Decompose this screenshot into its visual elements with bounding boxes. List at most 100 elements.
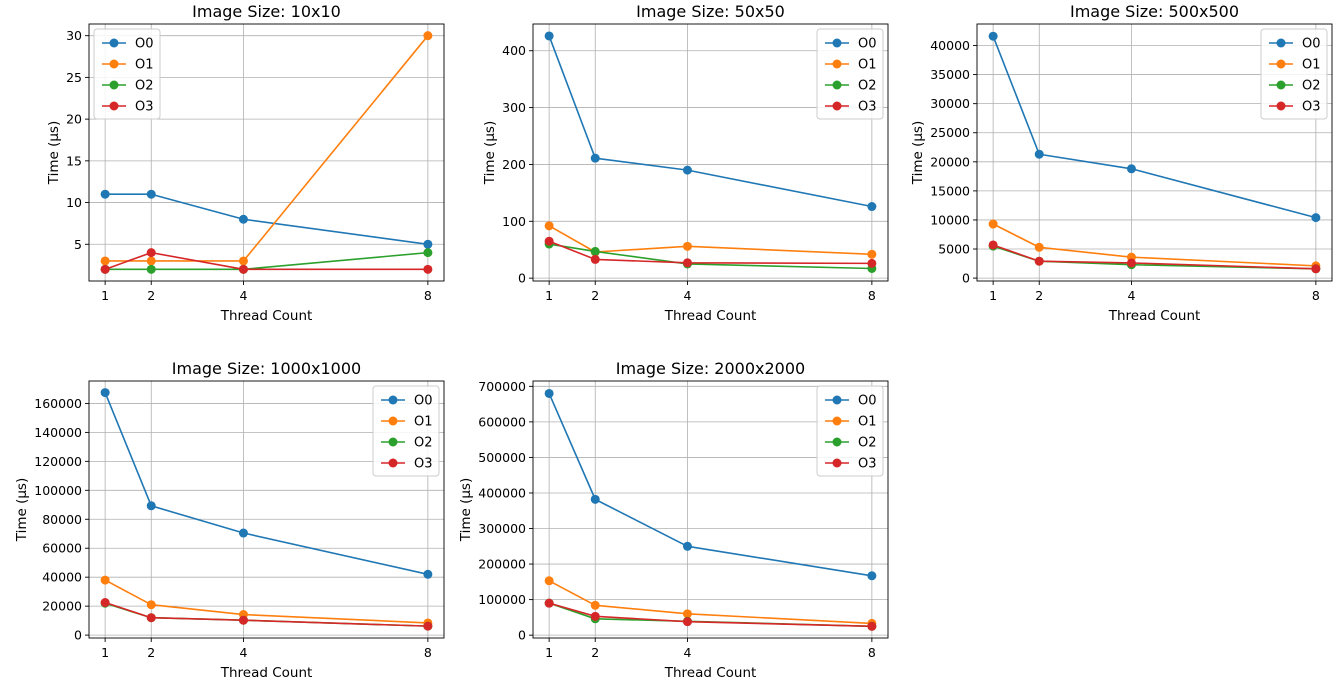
data-point-o0 [544,388,554,398]
data-point-o1 [100,575,110,585]
y-tick-label: 0 [518,628,526,643]
y-tick-label: 30000 [930,96,970,111]
data-point-o3 [544,598,554,608]
y-tick-label: 15 [66,153,82,168]
data-point-o1 [146,256,156,266]
chart-title: Image Size: 2000x2000 [616,359,805,378]
data-point-o3 [238,615,248,625]
x-tick-label: 2 [147,288,155,303]
data-point-o0 [682,165,692,175]
y-tick-label: 200 [502,157,526,172]
data-point-o2 [590,246,600,256]
y-tick-label: 80000 [42,512,82,527]
data-point-o1 [100,256,110,266]
legend-marker [388,437,398,447]
legend: O0 O1 O2 O3 [372,385,440,477]
series-line-o2 [549,243,872,270]
x-tick-label: 1 [101,645,109,660]
data-point-o3 [423,264,433,274]
series-o0 [100,388,433,579]
legend-label: O3 [414,457,433,472]
data-point-o0 [146,189,156,199]
legend-marker [388,416,398,426]
legend-entry-o3: O3 [381,457,433,472]
chart-title: Image Size: 10x10 [192,2,341,21]
axes-frame [532,380,889,639]
y-tick-label: 20000 [42,599,82,614]
legend-label: O2 [1302,79,1321,94]
subplot-4: 1 2 4 8 0 20000 40000 60000 80000 100000 120000 140… [14,359,445,677]
data-point-o0 [988,31,998,41]
legend-entry-o3: O3 [102,100,154,115]
series-line-o1 [992,223,1316,267]
legend-label: O1 [858,415,877,430]
legend-marker [1276,80,1286,90]
legend: O0 O1 O2 O3 [93,28,161,120]
legend-marker [832,38,842,48]
legend-marker [388,395,398,405]
legend-marker [832,458,842,468]
legend-marker [832,80,842,90]
legend: O0 O1 O2 O3 [816,28,884,120]
data-point-o3 [544,236,554,246]
y-tick-label: 60000 [42,541,82,556]
y-tick-label: 600000 [478,414,526,429]
data-point-o3 [1311,264,1321,274]
data-point-o0 [590,153,600,163]
legend-entry-o1: O1 [381,415,433,430]
legend-marker [832,395,842,405]
legend-box [93,28,161,120]
legend-entry-o1: O1 [825,415,877,430]
data-point-o0 [590,494,600,504]
subplot-5: 1 2 4 8 0 100000 200000 300000 400000 500000 60000… [458,359,889,677]
x-axis-label: Thread Count [220,665,313,677]
legend-label: O3 [858,100,877,115]
legend-label: O0 [135,37,154,52]
x-tick-label: 4 [683,645,691,660]
series-o0 [544,31,877,212]
y-axis-label: Time (µs) [14,478,30,543]
data-point-o3 [590,611,600,621]
y-tick-label: 200000 [478,557,526,572]
legend-entry-o2: O2 [1269,79,1321,94]
legend-label: O2 [135,79,154,94]
legend-label: O1 [1302,58,1321,73]
x-tick-label: 2 [591,288,599,303]
subplot-3: 1 2 4 8 0 5000 10000 15000 20000 25000 30000 35000 4… [910,2,1333,324]
legend-marker [109,59,119,69]
y-tick-label: 20 [66,112,82,127]
series-line-o0 [548,393,872,577]
subplot-1: 1 2 4 8 5 10 15 20 25 30 Image Size: 10x10 Thread C… [46,2,445,324]
legend-label: O0 [1302,37,1321,52]
axes-frame [532,23,889,282]
series-line-o3 [548,602,872,628]
data-point-o3 [867,621,877,631]
subplot-2: 1 2 4 8 0 100 200 300 400 Image Size: 50x50 Thread… [482,2,889,324]
series-line-o3 [104,251,428,271]
data-point-o0 [146,501,156,511]
y-tick-label: 120000 [34,454,82,469]
legend-entry-o3: O3 [1269,100,1321,115]
series-line-o1 [548,225,872,256]
x-tick-label: 4 [683,288,691,303]
data-point-o1 [988,219,998,229]
data-point-o1 [682,241,692,251]
legend-label: O3 [135,100,154,115]
series-line-o1 [104,579,428,624]
data-point-o0 [100,189,110,199]
data-point-o1 [544,576,554,586]
data-point-o3 [590,254,600,264]
legend-entry-o2: O2 [381,436,433,451]
x-tick-label: 1 [101,288,109,303]
series-o0 [988,31,1321,223]
chart-title: Image Size: 50x50 [636,2,785,21]
x-tick-label: 8 [424,288,432,303]
legend-marker [1276,38,1286,48]
legend-label: O0 [858,37,877,52]
data-point-o3 [100,264,110,274]
legend-marker [109,38,119,48]
y-tick-label: 160000 [34,396,82,411]
y-tick-label: 100000 [34,483,82,498]
legend-label: O0 [414,394,433,409]
data-point-o0 [1311,213,1321,223]
